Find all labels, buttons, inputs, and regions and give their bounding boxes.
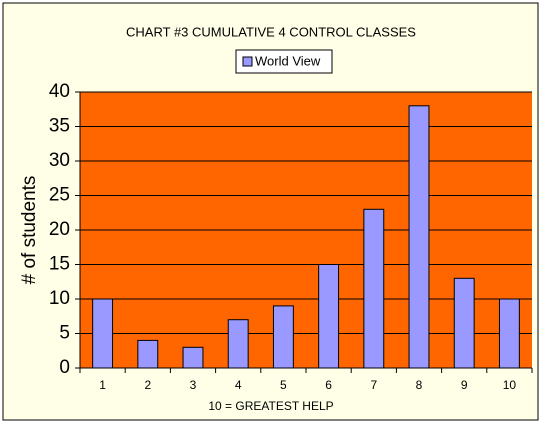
x-tick-label: 1 [99, 378, 106, 392]
y-tick-label: 30 [49, 150, 70, 171]
x-tick-label: 9 [461, 378, 468, 392]
y-tick-label: 0 [59, 357, 70, 378]
y-tick-label: 5 [59, 323, 70, 344]
x-tick-label: 5 [280, 378, 287, 392]
y-tick-label: 25 [49, 185, 70, 206]
bar [363, 208, 385, 369]
y-tick-label: 15 [49, 254, 70, 275]
bar [182, 346, 204, 369]
bar [408, 105, 430, 369]
y-axis-label: # of students [19, 176, 40, 285]
legend: World View [235, 49, 333, 74]
x-tick-label: 6 [325, 378, 332, 392]
x-tick-label: 10 [503, 378, 517, 392]
bar [227, 319, 249, 369]
x-axis-label: 10 = GREATEST HELP [208, 399, 333, 413]
y-tick-label: 35 [49, 116, 70, 137]
bar [498, 298, 520, 369]
x-tick-label: 3 [190, 378, 197, 392]
bar [272, 305, 294, 369]
legend-label: World View [255, 53, 321, 68]
x-tick-label: 8 [416, 378, 423, 392]
bar [318, 264, 340, 369]
bar [92, 298, 114, 369]
x-tick-label: 4 [235, 378, 242, 392]
x-tick-label: 7 [370, 378, 377, 392]
bar [137, 339, 159, 369]
x-tick-label: 2 [144, 378, 151, 392]
legend-swatch [242, 56, 253, 67]
legend-box [235, 49, 333, 74]
y-tick-label: 40 [49, 81, 70, 102]
y-tick-label: 20 [49, 219, 70, 240]
y-tick-label: 10 [49, 288, 70, 309]
bar [453, 277, 475, 369]
chart-title: CHART #3 CUMULATIVE 4 CONTROL CLASSES [126, 24, 416, 39]
